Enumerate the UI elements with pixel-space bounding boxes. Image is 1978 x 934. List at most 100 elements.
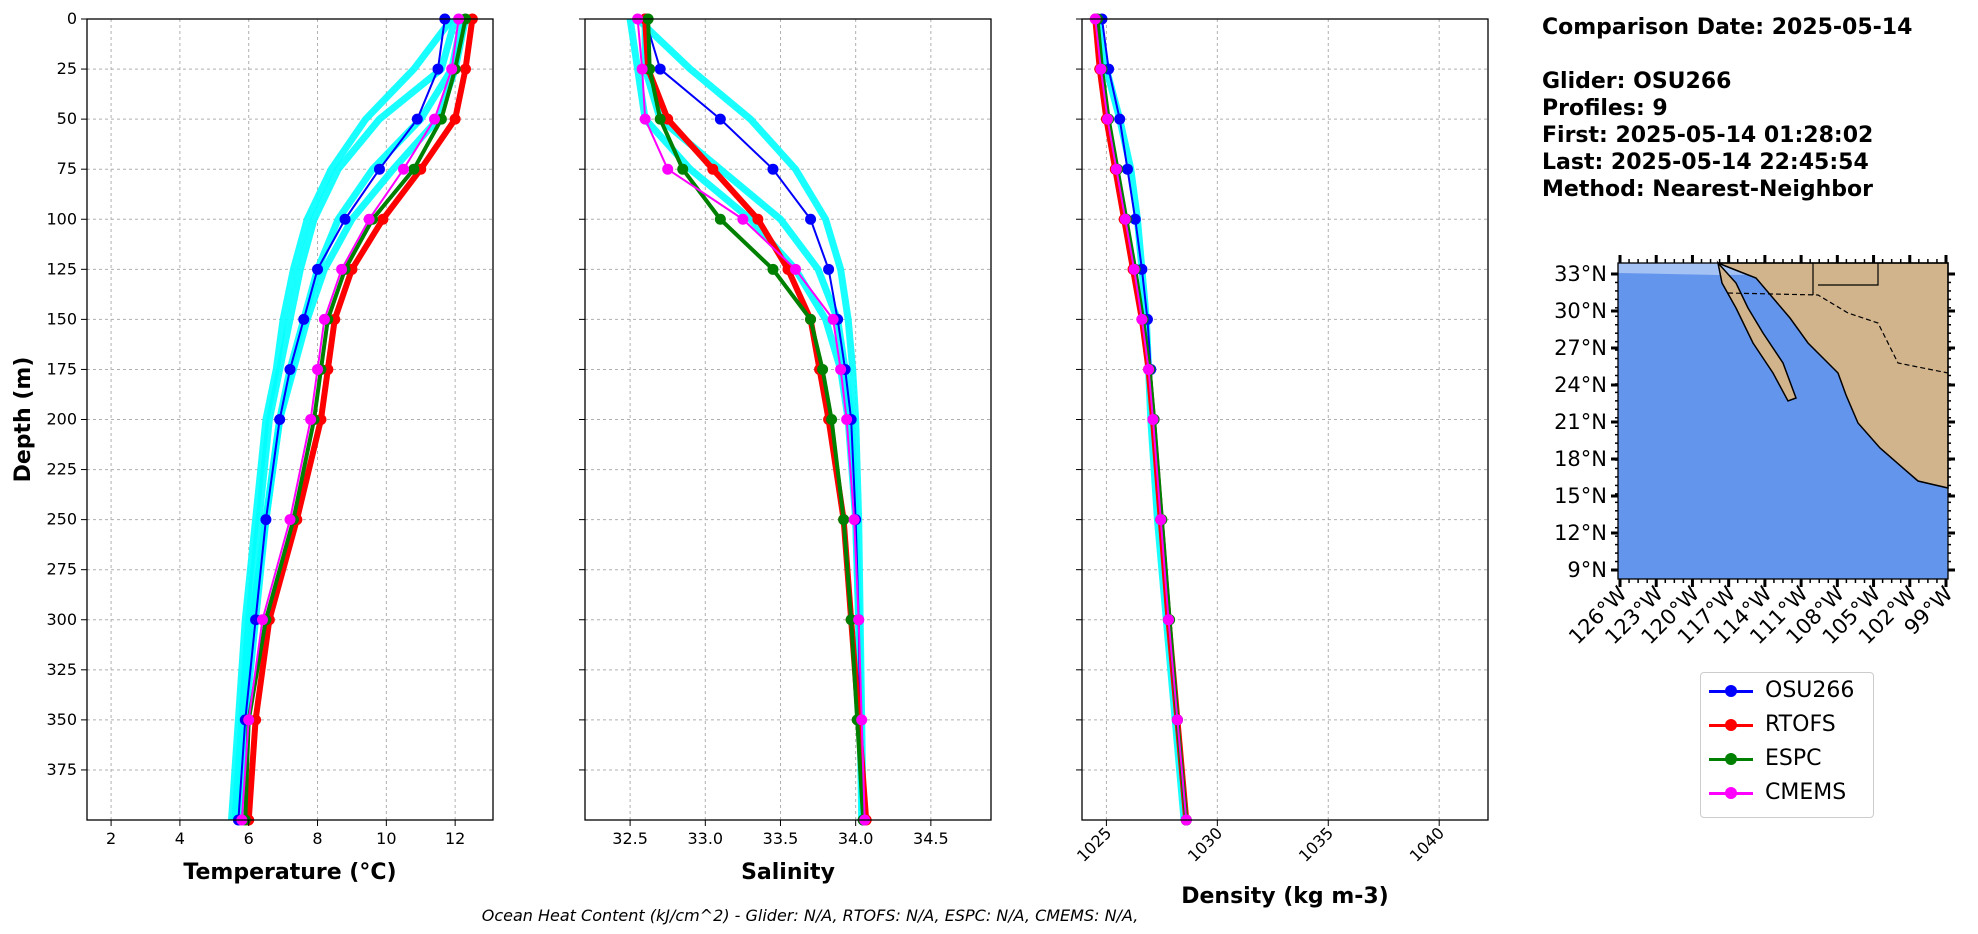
glider-name: Glider: OSU266: [1542, 69, 1732, 94]
y-axis-label: Depth (m): [11, 357, 36, 483]
data-point-cmems: [835, 363, 847, 375]
map-lat-label: 18°N: [1554, 447, 1607, 471]
data-point-osu266: [805, 213, 817, 225]
data-point-cmems: [284, 514, 296, 526]
y-tick-label: 300: [46, 610, 77, 629]
data-point-rtofs: [662, 113, 674, 125]
y-tick-label: 375: [46, 760, 77, 779]
legend-marker-rtofs: [1725, 719, 1737, 731]
interpolation-method: Method: Nearest-Neighbor: [1542, 177, 1873, 202]
data-point-rtofs: [377, 213, 389, 225]
data-point-cmems: [336, 263, 348, 275]
x-tick-label: 34.5: [913, 829, 949, 848]
data-point-osu266: [767, 163, 779, 175]
data-point-espc: [644, 63, 656, 75]
y-tick-label: 50: [57, 109, 77, 128]
x-tick-label: 1025: [1073, 823, 1115, 865]
data-point-espc: [845, 614, 857, 626]
x-axis-label: Temperature (°C): [183, 860, 396, 885]
data-point-cmems: [737, 213, 749, 225]
map-lat-label: 21°N: [1554, 410, 1607, 434]
legend-item-rtofs: RTOFS: [1701, 709, 1873, 743]
data-point-osu266: [298, 313, 310, 325]
panel-temperature: 2 4 6 8 10 12 0 25 50 75 100 125 150 175 200 225 250 275 3…: [11, 9, 494, 885]
x-tick-label: 4: [175, 829, 185, 848]
y-tick-label: 75: [57, 159, 77, 178]
x-tick-label: 2: [106, 829, 116, 848]
data-point-cmems: [363, 213, 375, 225]
map-lat-label: 15°N: [1554, 484, 1607, 508]
data-point-cmems: [1136, 313, 1148, 325]
series-cmems: [632, 13, 871, 826]
data-point-cmems: [305, 414, 317, 425]
data-point-osu266: [823, 263, 835, 275]
data-point-cmems: [1155, 514, 1167, 526]
map-border: [1727, 292, 1949, 374]
y-tick-label: 175: [46, 359, 77, 378]
data-point-rtofs: [449, 113, 461, 125]
legend-label-espc: ESPC: [1765, 746, 1822, 771]
data-point-espc: [654, 113, 666, 125]
data-point-osu266: [1114, 113, 1126, 125]
data-point-osu266: [654, 63, 666, 75]
data-point-cmems: [312, 363, 324, 375]
y-tick-label: 250: [46, 510, 77, 529]
data-point-cmems: [1143, 363, 1155, 375]
map-lat-label: 9°N: [1567, 558, 1607, 582]
data-point-rtofs: [707, 163, 719, 175]
panel-salinity: 32.5 33.0 33.5 34.0 34.5 Salinity: [579, 13, 992, 885]
data-point-cmems: [1163, 614, 1175, 626]
legend-marker-cmems: [1725, 787, 1737, 799]
legend-item-espc: ESPC: [1701, 743, 1873, 777]
data-point-espc: [714, 213, 726, 225]
data-point-espc: [826, 414, 838, 425]
map-lat-label: 27°N: [1554, 336, 1607, 360]
x-tick-label: 33.5: [763, 829, 799, 848]
map-land-baja: [1716, 260, 1797, 402]
data-point-cmems: [256, 614, 268, 626]
legend-label-rtofs: RTOFS: [1765, 712, 1836, 737]
data-point-osu266: [432, 63, 444, 75]
last-profile-time: Last: 2025-05-14 22:45:54: [1542, 150, 1869, 175]
data-point-cmems: [662, 163, 674, 175]
data-point-cmems: [1110, 163, 1122, 175]
y-tick-label: 0: [67, 9, 77, 28]
data-point-osu266: [714, 113, 726, 125]
y-tick-label: 325: [46, 660, 77, 679]
data-point-espc: [677, 163, 689, 175]
y-tick-label: 150: [46, 309, 77, 328]
data-point-osu266: [339, 213, 351, 225]
location-map: 33°N30°N27°N24°N21°N18°N15°N12°N9°N126°W…: [1554, 255, 1958, 649]
data-point-rtofs: [752, 213, 764, 225]
data-point-osu266: [1129, 213, 1141, 225]
x-tick-label: 1035: [1295, 823, 1337, 865]
y-tick-label: 225: [46, 460, 77, 479]
data-point-osu266: [312, 263, 324, 275]
panel-density: 1025 1030 1035 1040 Density (kg m-3): [1073, 13, 1489, 909]
data-point-cmems: [318, 313, 330, 325]
ocean-heat-content-caption: Ocean Heat Content (kJ/cm^2) - Glider: N…: [481, 906, 1139, 925]
y-tick-label: 275: [46, 560, 77, 579]
legend-label-osu266: OSU266: [1765, 678, 1855, 703]
legend-item-osu266: OSU266: [1701, 675, 1873, 709]
x-tick-label: 12: [445, 829, 465, 848]
x-axis-label: Density (kg m-3): [1181, 884, 1389, 909]
data-point-cmems: [827, 313, 839, 325]
data-point-cmems: [790, 263, 802, 275]
data-point-cmems: [1095, 63, 1107, 75]
data-point-cmems: [1147, 414, 1159, 425]
data-point-rtofs: [782, 263, 794, 275]
first-profile-time: First: 2025-05-14 01:28:02: [1542, 123, 1874, 148]
y-tick-label: 100: [46, 209, 77, 228]
data-point-cmems: [841, 414, 853, 425]
y-tick-label: 350: [46, 710, 77, 729]
data-point-rtofs: [459, 63, 471, 75]
comparison-date: Comparison Date: 2025-05-14: [1542, 15, 1913, 40]
map-state-lines: [1812, 263, 1879, 295]
map-lat-label: 33°N: [1554, 262, 1607, 286]
data-point-cmems: [446, 63, 458, 75]
data-point-cmems: [1102, 113, 1114, 125]
data-point-osu266: [373, 163, 385, 175]
map-lat-label: 24°N: [1554, 373, 1607, 397]
data-point-cmems: [429, 113, 441, 125]
